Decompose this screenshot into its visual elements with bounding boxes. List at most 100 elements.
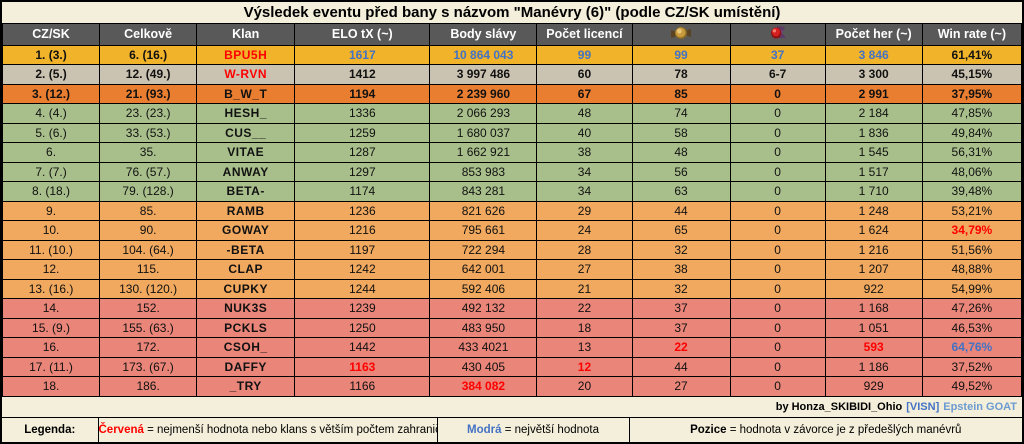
cell-winrate: 48,88% (921, 259, 1022, 280)
cell-overall-rank: 21. (93.) (99, 83, 198, 104)
cell-ruby: 0 (729, 103, 826, 124)
cell-clan-name: B_W_T (196, 83, 296, 104)
cell-overall-rank: 12. (49.) (99, 64, 198, 85)
cell-games: 1 216 (824, 239, 923, 260)
cell-licences: 22 (536, 298, 633, 319)
cell-winrate: 47,26% (921, 298, 1022, 319)
legend-item-position: Pozice = hodnota v závorce je z předešlý… (628, 416, 1022, 442)
cell-elo: 1287 (294, 142, 431, 163)
cell-czsk-rank: 1. (3.) (2, 44, 101, 65)
cell-ruby: 0 (729, 298, 826, 319)
col-header-pocet-her: Počet her (~) (824, 22, 923, 46)
cell-overall-rank: 90. (99, 220, 198, 241)
legend-text-position: = hodnota v závorce je z předešlých mané… (729, 423, 962, 436)
cell-ruby: 0 (729, 200, 826, 221)
cell-games: 922 (824, 278, 923, 299)
col-header-klan: Klan (196, 22, 296, 46)
cell-czsk-rank: 16. (2, 337, 101, 358)
cell-licences: 67 (536, 83, 633, 104)
cell-gold: 32 (631, 278, 731, 299)
cell-czsk-rank: 4. (4.) (2, 103, 101, 124)
cell-overall-rank: 79. (128.) (99, 181, 198, 202)
col-header-celkove: Celkově (99, 22, 198, 46)
table-row: 7. (7.) 76. (57.) ANWAY 1297 853 983 34 … (2, 161, 1022, 182)
cell-clan-name: W-RVN (196, 64, 296, 85)
cell-gold: 44 (631, 356, 731, 377)
cell-ruby: 0 (729, 83, 826, 104)
cell-games: 1 836 (824, 122, 923, 143)
cell-ruby: 0 (729, 259, 826, 280)
cell-elo: 1297 (294, 161, 431, 182)
cell-elo: 1412 (294, 64, 431, 85)
cell-licences: 28 (536, 239, 633, 260)
cell-licences: 24 (536, 220, 633, 241)
cell-games: 3 846 (824, 44, 923, 65)
clan-results-table: Výsledek eventu před bany s názvom "Mané… (2, 2, 1022, 397)
cell-overall-rank: 33. (53.) (99, 122, 198, 143)
cell-glory-points: 821 626 (429, 200, 538, 221)
cell-elo: 1442 (294, 337, 431, 358)
cell-elo: 1239 (294, 298, 431, 319)
cell-licences: 38 (536, 142, 633, 163)
table-row: 18. 186. _TRY 1166 384 082 20 27 0 929 4… (2, 376, 1022, 397)
cell-winrate: 45,15% (921, 64, 1022, 85)
cell-gold: 58 (631, 122, 731, 143)
cell-winrate: 47,85% (921, 103, 1022, 124)
cell-winrate: 34,79% (921, 220, 1022, 241)
cell-gold: 99 (631, 44, 731, 65)
col-header-pocet-licenci: Počet licencí (536, 22, 633, 46)
table-row: 8. (18.) 79. (128.) BETA- 1174 843 281 3… (2, 181, 1022, 202)
cell-clan-name: DAFFY (196, 356, 296, 377)
cell-overall-rank: 85. (99, 200, 198, 221)
cell-clan-name: HESH_ (196, 103, 296, 124)
cell-glory-points: 492 132 (429, 298, 538, 319)
credit-suffix: Epstein GOAT (943, 400, 1017, 413)
cell-glory-points: 843 281 (429, 181, 538, 202)
cell-winrate: 54,99% (921, 278, 1022, 299)
cell-clan-name: GOWAY (196, 220, 296, 241)
cell-clan-name: _TRY (196, 376, 296, 397)
cell-licences: 21 (536, 278, 633, 299)
cell-czsk-rank: 10. (2, 220, 101, 241)
cell-games: 1 248 (824, 200, 923, 221)
cell-glory-points: 592 406 (429, 278, 538, 299)
table-row: 15. (9.) 155. (63.) PCKLS 1250 483 950 1… (2, 317, 1022, 338)
cell-ruby: 37 (729, 44, 826, 65)
table-row: 17. (11.) 173. (67.) DAFFY 1163 430 405 … (2, 356, 1022, 377)
cell-clan-name: CSOH_ (196, 337, 296, 358)
cell-elo: 1174 (294, 181, 431, 202)
cell-ruby: 0 (729, 239, 826, 260)
cell-winrate: 61,41% (921, 44, 1022, 65)
cell-ruby: 0 (729, 220, 826, 241)
cell-games: 1 624 (824, 220, 923, 241)
table-row: 14. 152. NUK3S 1239 492 132 22 37 0 1 16… (2, 298, 1022, 319)
cell-overall-rank: 104. (64.) (99, 239, 198, 260)
cell-clan-name: PCKLS (196, 317, 296, 338)
cell-clan-name: CLAP (196, 259, 296, 280)
cell-gold: 27 (631, 376, 731, 397)
cell-overall-rank: 130. (120.) (99, 278, 198, 299)
cell-elo: 1163 (294, 356, 431, 377)
cell-ruby: 0 (729, 337, 826, 358)
cell-elo: 1236 (294, 200, 431, 221)
cell-ruby: 0 (729, 317, 826, 338)
col-header-czsk: CZ/SK (2, 22, 101, 46)
cell-games: 593 (824, 337, 923, 358)
cell-ruby: 0 (729, 278, 826, 299)
cell-ruby: 0 (729, 161, 826, 182)
cell-elo: 1336 (294, 103, 431, 124)
cell-winrate: 48,06% (921, 161, 1022, 182)
cell-games: 1 710 (824, 181, 923, 202)
cell-glory-points: 2 239 960 (429, 83, 538, 104)
cell-clan-name: ANWAY (196, 161, 296, 182)
cell-glory-points: 1 680 037 (429, 122, 538, 143)
cell-winrate: 37,52% (921, 356, 1022, 377)
table-row: 3. (12.) 21. (93.) B_W_T 1194 2 239 960 … (2, 83, 1022, 104)
cell-glory-points: 433 4021 (429, 337, 538, 358)
legend-bar: Legenda: Červená = nejmenší hodnota nebo… (2, 416, 1022, 442)
legend-term-position: Pozice (690, 423, 727, 436)
cell-licences: 20 (536, 376, 633, 397)
cell-glory-points: 1 662 921 (429, 142, 538, 163)
cell-licences: 34 (536, 161, 633, 182)
